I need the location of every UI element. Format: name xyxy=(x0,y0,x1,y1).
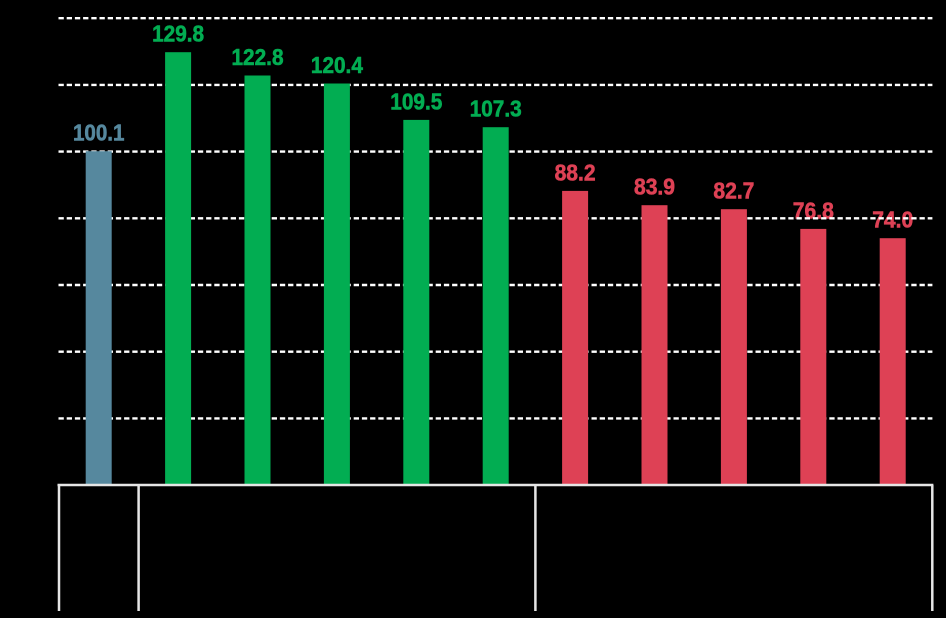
svg-text:88.2: 88.2 xyxy=(555,159,596,185)
svg-text:100.1: 100.1 xyxy=(73,120,125,146)
svg-text:122.8: 122.8 xyxy=(232,44,284,70)
svg-text:129.8: 129.8 xyxy=(152,21,204,47)
svg-text:107.3: 107.3 xyxy=(470,96,522,122)
svg-text:74.0: 74.0 xyxy=(872,207,913,233)
svg-text:76.8: 76.8 xyxy=(793,197,834,223)
svg-text:82.7: 82.7 xyxy=(713,178,754,204)
svg-text:83.9: 83.9 xyxy=(634,174,675,200)
svg-text:120.4: 120.4 xyxy=(311,52,363,78)
svg-text:109.5: 109.5 xyxy=(390,88,442,114)
